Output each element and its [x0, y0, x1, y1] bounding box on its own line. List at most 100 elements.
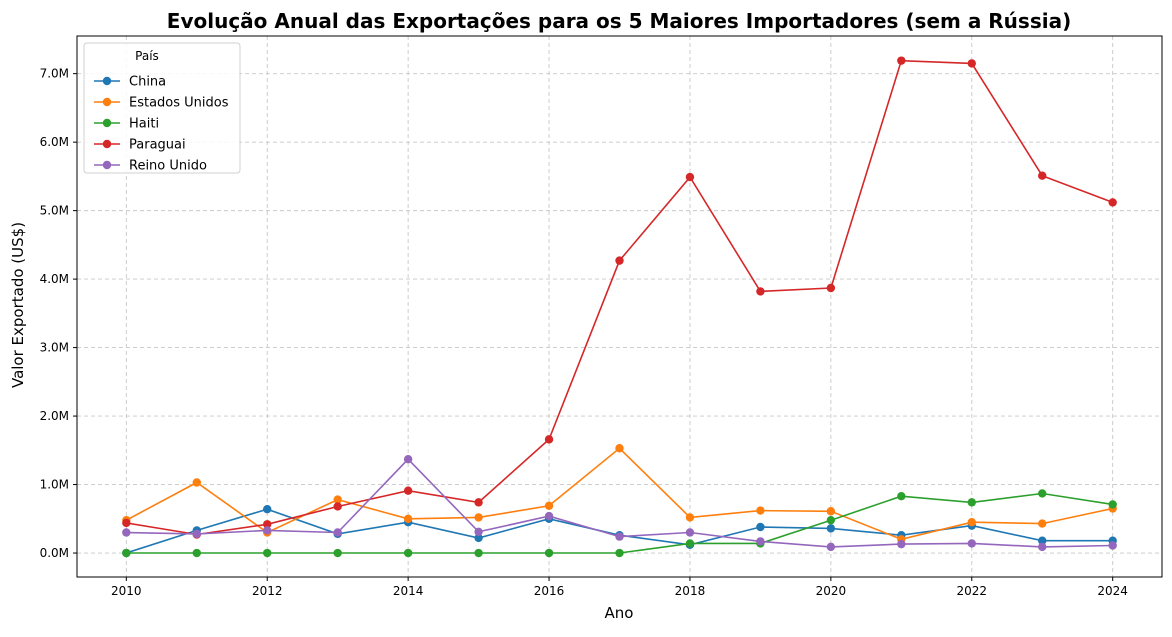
- data-point: [756, 506, 765, 515]
- data-point: [1038, 489, 1047, 498]
- data-point: [333, 495, 342, 504]
- data-point: [403, 486, 413, 495]
- data-point: [544, 501, 554, 510]
- x-tick-label: 2024: [1097, 584, 1128, 598]
- data-point: [756, 537, 765, 546]
- data-point: [474, 498, 483, 507]
- plot-frame: [76, 35, 1163, 578]
- data-point: [826, 524, 836, 533]
- data-point: [474, 548, 483, 558]
- legend-label: China: [129, 75, 166, 90]
- series-reino-unido: [122, 455, 1117, 552]
- legend-label: Reino Unido: [129, 159, 207, 174]
- legend-marker: [102, 76, 112, 86]
- data-point: [403, 548, 413, 558]
- legend-marker: [102, 97, 112, 107]
- y-tick-label: 6.0M: [40, 135, 69, 149]
- data-point: [263, 505, 272, 514]
- data-point: [1108, 541, 1117, 550]
- data-point: [756, 522, 765, 532]
- y-tick-label: 7.0M: [40, 67, 69, 81]
- data-point: [615, 532, 624, 541]
- x-tick-label: 2020: [816, 584, 847, 598]
- data-point: [685, 172, 695, 182]
- data-point: [333, 548, 342, 558]
- data-point: [615, 444, 624, 453]
- data-point: [967, 59, 976, 68]
- data-point: [544, 435, 554, 444]
- data-point: [263, 520, 272, 529]
- data-point: [1038, 519, 1047, 528]
- series-estados-unidos: [122, 444, 1117, 544]
- data-point: [544, 511, 554, 521]
- legend-label: Paraguai: [129, 138, 186, 153]
- data-point: [1038, 171, 1047, 180]
- data-point: [897, 539, 906, 549]
- data-point: [122, 528, 131, 537]
- data-point: [756, 287, 765, 296]
- y-axis-label: Valor Exportado (US$): [9, 222, 27, 388]
- data-point: [897, 491, 906, 501]
- data-point: [826, 507, 836, 516]
- y-tick-label: 5.0M: [40, 204, 69, 218]
- data-point: [333, 502, 342, 511]
- legend-marker: [102, 139, 112, 149]
- legend-item: Estados Unidos: [94, 96, 229, 111]
- series-line: [126, 59, 1113, 536]
- data-point: [192, 548, 201, 558]
- data-point: [685, 539, 695, 548]
- data-point: [967, 518, 976, 527]
- x-tick-label: 2016: [534, 584, 565, 598]
- data-point: [967, 539, 976, 548]
- legend-marker: [102, 160, 112, 170]
- data-point: [826, 515, 836, 525]
- data-point: [263, 526, 272, 535]
- legend-title: País: [135, 49, 159, 63]
- legend-item: Paraguai: [94, 138, 186, 153]
- data-point: [826, 283, 836, 293]
- data-point: [192, 529, 201, 539]
- data-point: [192, 478, 201, 487]
- data-point: [474, 513, 483, 522]
- y-tick-label: 3.0M: [40, 341, 69, 355]
- data-point: [122, 518, 131, 528]
- series-line: [125, 447, 1113, 541]
- data-point: [1108, 198, 1117, 207]
- data-point: [1038, 536, 1047, 545]
- data-point: [263, 548, 272, 558]
- legend-item: Haiti: [94, 117, 159, 132]
- data-point: [403, 455, 413, 464]
- data-point: [897, 56, 906, 65]
- data-point: [685, 513, 695, 522]
- y-tick-label: 2.0M: [40, 409, 69, 423]
- x-axis-label: Ano: [605, 604, 634, 622]
- legend-item: China: [94, 75, 166, 90]
- series-paraguai: [122, 56, 1117, 539]
- data-point: [685, 528, 695, 537]
- data-point: [544, 548, 554, 558]
- y-tick-label: 0.0M: [40, 546, 69, 560]
- chart-title: Evolução Anual das Exportações para os 5…: [167, 9, 1071, 33]
- data-point: [333, 528, 342, 537]
- legend-box: [83, 42, 241, 174]
- data-point: [474, 527, 483, 537]
- data-point: [1038, 542, 1047, 552]
- data-point: [474, 533, 483, 543]
- legend-label: Haiti: [129, 117, 159, 132]
- y-tick-label: 4.0M: [40, 272, 69, 286]
- data-point: [122, 548, 131, 558]
- y-tick-label: 1.0M: [40, 478, 69, 492]
- legend-item: Reino Unido: [94, 159, 207, 174]
- x-tick-label: 2022: [956, 584, 987, 598]
- data-point: [967, 498, 976, 507]
- x-tick-label: 2014: [393, 584, 424, 598]
- data-point: [1108, 500, 1117, 509]
- data-point: [403, 514, 413, 523]
- legend-marker: [102, 118, 112, 128]
- data-point: [615, 256, 624, 265]
- series-haiti: [122, 489, 1117, 558]
- data-point: [615, 548, 624, 558]
- x-tick-label: 2018: [675, 584, 706, 598]
